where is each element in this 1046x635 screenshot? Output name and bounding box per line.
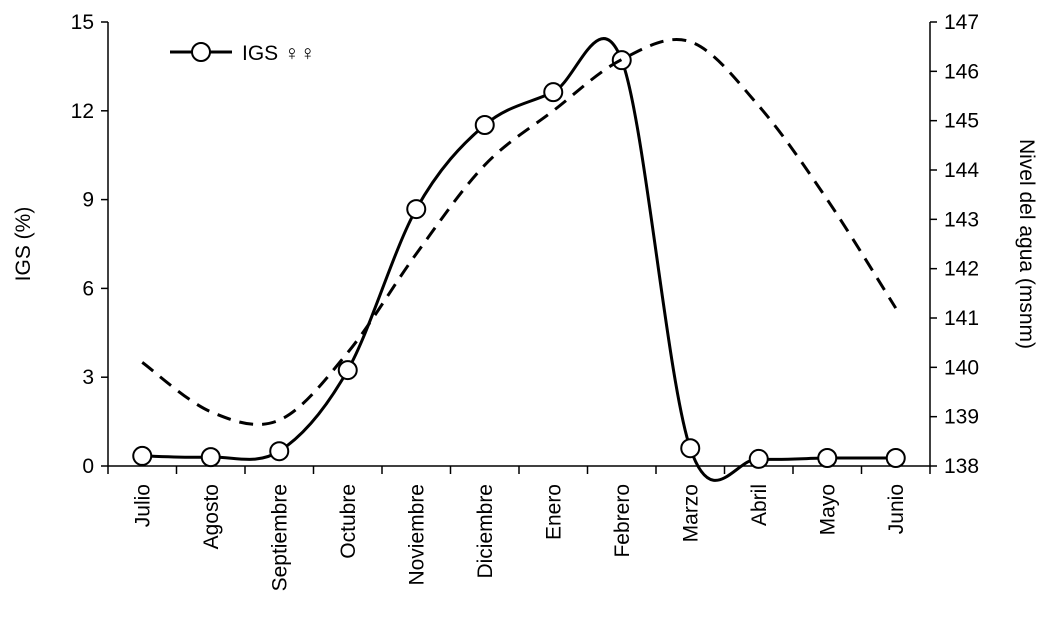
x-tick-label: Septiembre — [268, 484, 291, 591]
y2-tick-label: 145 — [944, 110, 979, 133]
x-tick-label: Julio — [131, 484, 154, 527]
legend-marker — [191, 42, 211, 62]
x-tick-label: Marzo — [679, 484, 702, 542]
y2-tick-label: 146 — [944, 60, 979, 83]
y-tick-label: 3 — [82, 366, 94, 389]
x-tick-label: Noviembre — [405, 484, 428, 586]
x-tick-label: Mayo — [816, 484, 839, 535]
legend-label: IGS ♀♀ — [242, 42, 316, 65]
y-tick-label: 0 — [82, 455, 94, 478]
x-tick-label: Diciembre — [474, 484, 497, 579]
y-tick-label: 15 — [71, 11, 94, 34]
point — [611, 50, 632, 71]
series-line — [142, 37, 896, 482]
y2-tick-label: 141 — [944, 307, 979, 330]
y-axis-label: IGS (%) — [12, 207, 35, 282]
y2-tick-label: 147 — [944, 11, 979, 34]
x-tick-label: Junio — [885, 484, 908, 534]
y2-tick-label: 143 — [944, 208, 979, 231]
point — [406, 199, 427, 220]
x-tick-label: Agosto — [200, 484, 223, 549]
point — [132, 445, 153, 466]
x-tick-label: Febrero — [611, 484, 634, 558]
point — [337, 360, 358, 381]
point — [680, 438, 701, 459]
y2-tick-label: 144 — [944, 159, 979, 182]
y-tick-label: 6 — [82, 277, 94, 300]
y-tick-label: 9 — [82, 189, 94, 212]
y2-tick-label: 138 — [944, 455, 979, 478]
y2-axis-label: Nivel del agua (msnm) — [1015, 139, 1038, 349]
y2-tick-label: 139 — [944, 406, 979, 429]
series-line — [141, 38, 898, 426]
point — [200, 447, 221, 468]
x-tick-label: Abril — [748, 484, 771, 526]
y2-tick-label: 140 — [944, 356, 979, 379]
point — [269, 441, 290, 462]
point — [474, 115, 495, 136]
x-tick-label: Octubre — [337, 484, 360, 559]
point — [817, 448, 838, 469]
y2-tick-label: 142 — [944, 258, 979, 281]
point — [543, 82, 564, 103]
x-tick-label: Enero — [542, 484, 565, 540]
point — [885, 448, 906, 469]
point — [748, 448, 769, 469]
y-tick-label: 12 — [71, 100, 94, 123]
